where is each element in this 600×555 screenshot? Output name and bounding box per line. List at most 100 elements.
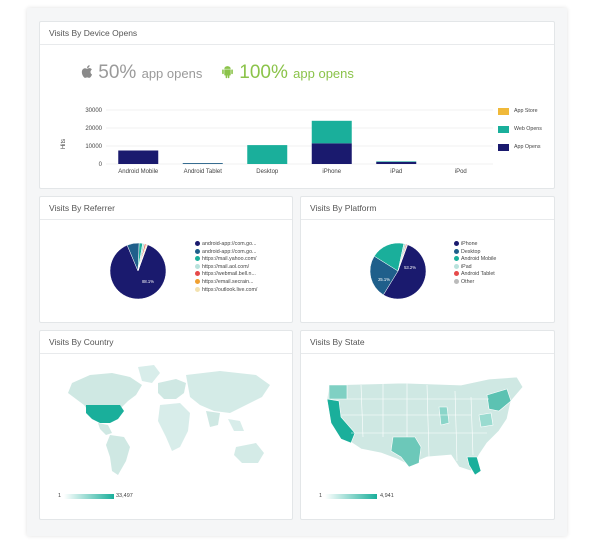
device-opens-card: Visits By Device Opens 50% app opens 100… bbox=[39, 21, 555, 189]
pie-slice-label: 88.1% bbox=[142, 279, 154, 284]
android-icon bbox=[222, 66, 233, 79]
legend-entry: https://mail.yahoo.com/ bbox=[195, 256, 290, 264]
legend-entry: android-app://com.go... bbox=[195, 249, 290, 257]
legend-entry: iPhone bbox=[454, 241, 549, 249]
country-scale-bar bbox=[64, 494, 114, 499]
legend-label: https://email.secrain... bbox=[202, 278, 254, 285]
x-tick-label: iPhone bbox=[322, 169, 341, 175]
legend-label: https://outlook.live.com/ bbox=[202, 286, 258, 293]
legend-dot bbox=[195, 263, 200, 269]
android-opens-label: app opens bbox=[293, 66, 354, 81]
legend-swatch-app-opens bbox=[498, 144, 509, 151]
y-axis-label: Hits bbox=[61, 139, 67, 149]
x-tick-label: Android Tablet bbox=[184, 169, 223, 175]
pie-slice-label: 53.2% bbox=[404, 265, 416, 270]
apple-opens-pct: 50% bbox=[98, 62, 137, 83]
legend-dot bbox=[454, 256, 459, 262]
x-tick-label: iPod bbox=[455, 169, 467, 175]
country-card-title: Visits By Country bbox=[40, 331, 292, 354]
referrer-card: Visits By Referrer 88.1% android-app://c… bbox=[39, 196, 293, 323]
legend-label: Other bbox=[461, 278, 475, 285]
legend-entry: https://mail.aol.com/ bbox=[195, 264, 290, 272]
state-scale-bar bbox=[325, 494, 377, 499]
legend-swatch-web-opens bbox=[498, 126, 509, 133]
legend-label-app-opens: App Opens bbox=[514, 144, 541, 150]
bar-web-opens bbox=[247, 145, 288, 164]
legend-dot bbox=[195, 248, 200, 254]
legend-entry: iPad bbox=[454, 264, 549, 272]
legend-dot bbox=[454, 241, 459, 247]
us-states-map bbox=[326, 376, 524, 476]
legend-dot bbox=[454, 271, 459, 277]
legend-label: iPad bbox=[461, 263, 472, 270]
y-tick-label: 20000 bbox=[85, 126, 102, 132]
legend-entry: https://outlook.live.com/ bbox=[195, 287, 290, 295]
legend-entry: Other bbox=[454, 279, 549, 287]
x-tick-label: Android Mobile bbox=[118, 169, 159, 175]
country-scale-min: 1 bbox=[58, 493, 62, 499]
pie-slice bbox=[137, 244, 148, 272]
referrer-pie-chart: 88.1% bbox=[109, 242, 167, 300]
apple-icon bbox=[81, 65, 93, 78]
legend-entry: https://webmail.bell.n... bbox=[195, 271, 290, 279]
legend-label: Desktop bbox=[461, 248, 481, 255]
bar-app-opens bbox=[376, 161, 417, 164]
y-tick-label: 30000 bbox=[85, 108, 102, 114]
legend-label-web-opens: Web Opens bbox=[514, 126, 542, 132]
bar-web-opens bbox=[376, 161, 417, 162]
y-tick-label: 0 bbox=[99, 162, 103, 168]
pie-slice-label: 25.1% bbox=[378, 277, 390, 282]
device-card-title: Visits By Device Opens bbox=[40, 22, 554, 45]
legend-label-app-store: App Store bbox=[514, 108, 538, 114]
pie-slice bbox=[397, 244, 408, 272]
legend-label: https://mail.yahoo.com/ bbox=[202, 256, 257, 263]
device-bar-chart: Hits 30000 20000 10000 0 Android Mobile Andro… bbox=[61, 108, 493, 175]
bar-web-opens bbox=[311, 120, 352, 144]
legend-dot bbox=[195, 271, 200, 277]
legend-entry: https://email.secrain... bbox=[195, 279, 290, 287]
android-opens-pct: 100% bbox=[239, 62, 288, 83]
state-scale-max: 4,941 bbox=[380, 493, 394, 499]
legend-dot bbox=[195, 256, 200, 262]
apple-opens-stat: 50% app opens bbox=[80, 62, 202, 84]
legend-dot bbox=[454, 263, 459, 269]
legend-dot bbox=[454, 248, 459, 254]
platform-card-title: Visits By Platform bbox=[301, 197, 554, 220]
legend-dot bbox=[195, 286, 200, 292]
pie-slice bbox=[109, 244, 167, 300]
platform-legend: iPhone Desktop Android Mobile iPad Android T… bbox=[454, 241, 549, 287]
x-tick-label: iPad bbox=[390, 169, 402, 175]
legend-label: Android Tablet bbox=[461, 271, 495, 278]
legend-label: Android Mobile bbox=[461, 256, 497, 263]
legend-entry: Desktop bbox=[454, 249, 549, 257]
platform-pie-chart: 53.2% 25.1% bbox=[369, 242, 427, 300]
bar-app-opens bbox=[182, 163, 223, 164]
legend-label: https://webmail.bell.n... bbox=[202, 271, 256, 278]
legend-label: iPhone bbox=[461, 241, 478, 247]
legend-label: android-app://com.go... bbox=[202, 241, 257, 247]
legend-entry: android-app://com.go... bbox=[195, 241, 290, 249]
country-card: Visits By Country 1 33,497 bbox=[39, 330, 293, 520]
state-card-title: Visits By State bbox=[301, 331, 554, 354]
world-map bbox=[68, 365, 270, 475]
state-card: Visits By State 1 4,941 bbox=[300, 330, 555, 520]
android-opens-stat: 100% app opens bbox=[221, 62, 354, 84]
referrer-legend: android-app://com.go... android-app://com… bbox=[195, 241, 290, 294]
legend-dot bbox=[454, 279, 459, 285]
legend-dot bbox=[195, 279, 200, 285]
pie-slice bbox=[369, 255, 399, 296]
bar-app-opens bbox=[118, 150, 159, 164]
legend-entry: Android Mobile bbox=[454, 256, 549, 264]
pie-slice bbox=[382, 244, 427, 300]
legend-dot bbox=[195, 241, 200, 247]
y-tick-label: 10000 bbox=[85, 144, 102, 150]
referrer-card-title: Visits By Referrer bbox=[40, 197, 292, 220]
state-scale-min: 1 bbox=[319, 493, 323, 499]
legend-label: https://mail.aol.com/ bbox=[202, 263, 250, 270]
legend-entry: Android Tablet bbox=[454, 271, 549, 279]
legend-swatch-app-store bbox=[498, 108, 509, 115]
country-scale-max: 33,497 bbox=[116, 493, 133, 499]
apple-opens-label: app opens bbox=[141, 66, 203, 81]
bar-app-opens bbox=[311, 143, 352, 164]
legend-label: android-app://com.go... bbox=[202, 248, 257, 255]
